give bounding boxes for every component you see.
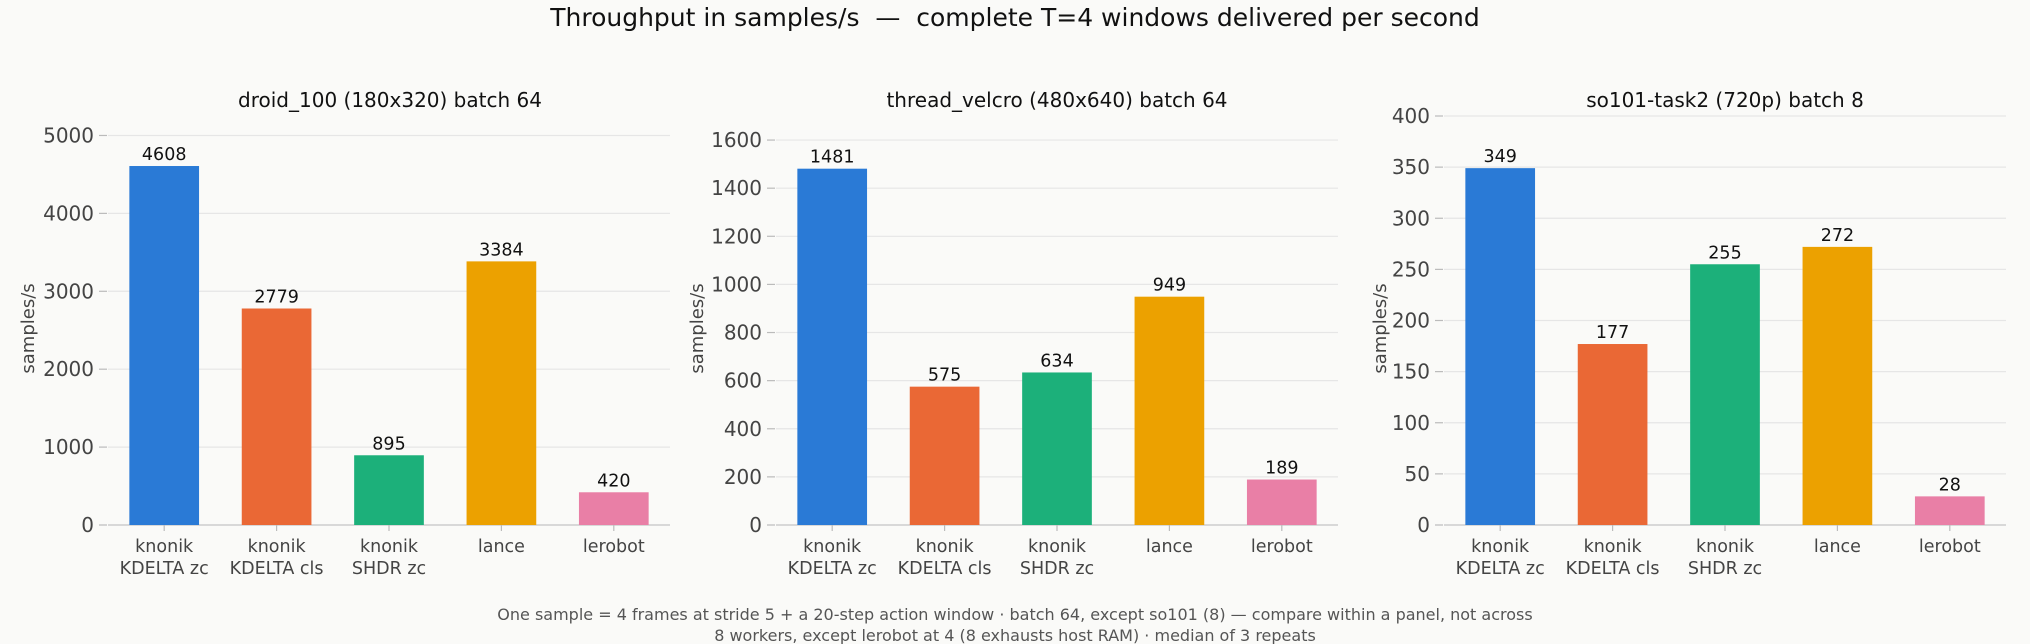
footnote-line-1: One sample = 4 frames at stride 5 + a 20…: [497, 605, 1532, 624]
y-tick-label: 300: [1392, 206, 1430, 230]
bar-4: [466, 261, 537, 525]
x-tick-label: KDELTA zc: [788, 559, 877, 579]
y-axis-label: samples/s: [1370, 283, 1391, 373]
data-label: 189: [1265, 459, 1298, 479]
y-tick-label: 2000: [43, 357, 94, 381]
data-label: 272: [1821, 226, 1854, 246]
y-tick-label: 400: [1392, 104, 1430, 128]
bar-2: [241, 308, 312, 525]
x-tick-label: KDELTA zc: [1456, 559, 1545, 579]
x-tick-label: lance: [1814, 537, 1861, 557]
data-label: 177: [1596, 323, 1629, 343]
data-label: 634: [1040, 351, 1073, 371]
bar-1: [129, 166, 200, 525]
y-tick-label: 800: [724, 321, 762, 345]
y-tick-label: 4000: [43, 201, 94, 225]
bar-5: [578, 492, 649, 525]
y-tick-label: 1400: [711, 176, 762, 200]
panel-2: 0 200 400 600 800 1000 1200 1400 1600 thread_velc…: [687, 88, 1338, 579]
data-label: 4608: [142, 145, 187, 165]
x-tick-label: KDELTA cls: [898, 559, 992, 579]
data-label: 255: [1708, 243, 1741, 263]
bar-4: [1134, 296, 1205, 525]
data-label: 895: [372, 434, 405, 454]
y-tick-label: 0: [81, 513, 94, 537]
bar-2: [909, 386, 980, 525]
bar-1: [797, 168, 868, 525]
y-tick-label: 350: [1392, 155, 1430, 179]
data-label: 575: [928, 366, 961, 386]
y-tick-label: 5000: [43, 123, 94, 147]
x-tick-label: KDELTA cls: [230, 559, 324, 579]
x-tick-label: SHDR zc: [352, 559, 426, 579]
x-tick-label: knonik: [1696, 537, 1755, 557]
x-tick-label: knonik: [360, 537, 419, 557]
y-tick-label: 1200: [711, 224, 762, 248]
footnote-line-2: 8 workers, except lerobot at 4 (8 exhaus…: [714, 626, 1316, 644]
y-tick-label: 1600: [711, 128, 762, 152]
y-tick-label: 600: [724, 369, 762, 393]
data-label: 28: [1939, 475, 1961, 495]
bar-4: [1802, 246, 1873, 525]
panel-3: 0 50 100 150 200 250 300 350 400 so101-task2 (720…: [1370, 88, 2006, 579]
x-tick-label: lance: [1146, 537, 1193, 557]
data-label: 3384: [479, 240, 524, 260]
y-axis-label: samples/s: [18, 283, 39, 373]
x-tick-label: lerobot: [583, 537, 645, 557]
x-tick-label: SHDR zc: [1688, 559, 1762, 579]
bar-5: [1914, 496, 1985, 525]
y-tick-label: 50: [1405, 462, 1430, 486]
y-tick-label: 0: [749, 513, 762, 537]
x-tick-label: lerobot: [1251, 537, 1313, 557]
y-tick-label: 100: [1392, 411, 1430, 435]
bar-1: [1465, 168, 1536, 525]
bar-5: [1246, 479, 1317, 525]
x-tick-label: KDELTA zc: [120, 559, 209, 579]
x-tick-label: knonik: [248, 537, 307, 557]
panel-1: 0 1000 2000 3000 4000 5000 droid_100 (180x320)…: [18, 88, 670, 579]
y-tick-label: 150: [1392, 360, 1430, 384]
y-tick-label: 1000: [711, 272, 762, 296]
y-tick-label: 1000: [43, 435, 94, 459]
bar-3: [1690, 264, 1760, 525]
x-tick-label: knonik: [1584, 537, 1643, 557]
y-tick-label: 400: [724, 417, 762, 441]
y-axis-label: samples/s: [687, 283, 708, 373]
x-tick-label: knonik: [803, 537, 862, 557]
data-label: 420: [597, 471, 630, 491]
data-label: 349: [1483, 147, 1516, 167]
y-tick-label: 3000: [43, 279, 94, 303]
x-tick-label: knonik: [1471, 537, 1530, 557]
figure-title: Throughput in samples/s — complete T=4 w…: [549, 3, 1480, 32]
x-tick-label: lerobot: [1919, 537, 1981, 557]
bar-2: [1577, 344, 1648, 525]
data-label: 1481: [810, 148, 855, 168]
y-tick-label: 200: [1392, 309, 1430, 333]
x-tick-label: KDELTA cls: [1566, 559, 1660, 579]
bar-3: [354, 455, 424, 525]
panel-title: droid_100 (180x320) batch 64: [238, 88, 542, 112]
x-tick-label: knonik: [135, 537, 194, 557]
panel-title: thread_velcro (480x640) batch 64: [886, 88, 1227, 112]
x-tick-label: SHDR zc: [1020, 559, 1094, 579]
x-tick-label: knonik: [916, 537, 975, 557]
x-tick-label: lance: [478, 537, 525, 557]
x-tick-label: knonik: [1028, 537, 1087, 557]
y-tick-label: 200: [724, 465, 762, 489]
bar-3: [1022, 372, 1092, 525]
data-label: 2779: [254, 288, 299, 308]
panel-title: so101-task2 (720p) batch 8: [1586, 88, 1864, 112]
y-tick-label: 250: [1392, 257, 1430, 281]
data-label: 949: [1153, 276, 1186, 296]
y-tick-label: 0: [1417, 513, 1430, 537]
